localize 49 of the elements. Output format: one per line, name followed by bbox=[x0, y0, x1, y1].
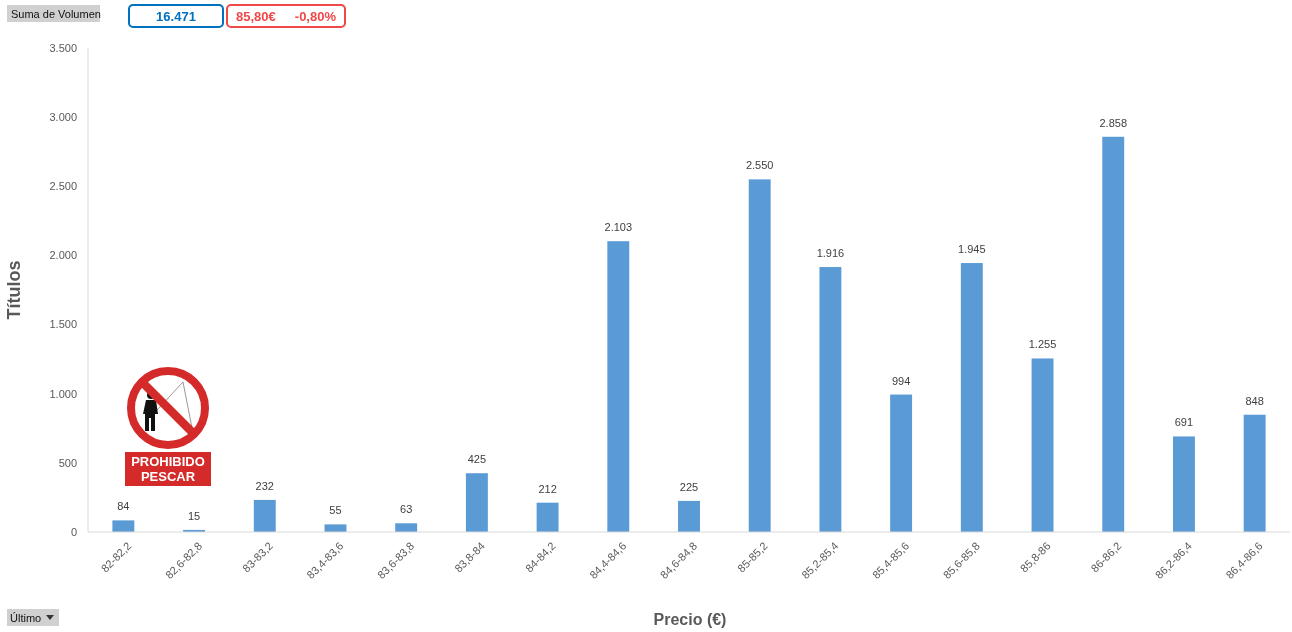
text: Suma de Volumen bbox=[11, 8, 101, 20]
bar bbox=[748, 179, 771, 532]
data-label: 63 bbox=[400, 503, 413, 516]
y-tick-label: 0 bbox=[70, 525, 77, 538]
bar bbox=[1031, 358, 1054, 532]
bar bbox=[890, 394, 913, 532]
y-tick-label: 2.500 bbox=[49, 180, 77, 193]
data-label: 1.916 bbox=[816, 247, 845, 260]
data-label: 84 bbox=[117, 500, 130, 513]
data-label: 425 bbox=[467, 453, 487, 466]
bar bbox=[1102, 136, 1125, 532]
data-label: 212 bbox=[538, 482, 557, 495]
data-label: 2.103 bbox=[604, 221, 633, 234]
bar bbox=[607, 241, 630, 532]
data-label: 994 bbox=[891, 374, 911, 387]
bar bbox=[960, 263, 983, 532]
bar bbox=[465, 473, 488, 532]
y-tick-label: 2.000 bbox=[49, 249, 77, 262]
data-label: 1.255 bbox=[1028, 338, 1057, 351]
bar bbox=[112, 520, 135, 532]
bar bbox=[819, 267, 842, 532]
text: Último bbox=[10, 612, 42, 624]
bar bbox=[253, 499, 276, 532]
y-tick-label: 1.500 bbox=[49, 318, 77, 331]
y-tick-label: 500 bbox=[58, 456, 77, 469]
data-label: 691 bbox=[1174, 416, 1194, 429]
data-label: 15 bbox=[187, 509, 201, 522]
text: 16.471 bbox=[156, 9, 196, 24]
bar bbox=[536, 502, 559, 532]
data-label: 2.858 bbox=[1099, 116, 1127, 129]
bar bbox=[678, 500, 700, 532]
text: -0,80% bbox=[294, 9, 337, 24]
y-tick-label: 1.000 bbox=[49, 387, 77, 400]
data-label: 1.945 bbox=[958, 243, 986, 256]
data-label: 848 bbox=[1245, 394, 1264, 407]
no-fishing-sign: PROHIBIDO PESCAR bbox=[125, 367, 211, 486]
y-tick-label: 3.500 bbox=[49, 41, 77, 54]
bar bbox=[395, 523, 418, 532]
annotation: PROHIBIDO PESCAR bbox=[131, 454, 205, 484]
y-axis-title: Títulos bbox=[4, 260, 24, 320]
bar bbox=[1172, 436, 1195, 532]
x-axis-title: Precio (€) bbox=[653, 611, 727, 628]
data-label: 2.550 bbox=[745, 159, 774, 172]
data-label: 232 bbox=[255, 479, 274, 492]
data-label: 225 bbox=[679, 480, 699, 493]
y-tick-label: 3.000 bbox=[49, 110, 77, 123]
text: 85,80€ bbox=[236, 9, 276, 24]
data-label: 55 bbox=[329, 504, 342, 517]
bar bbox=[1243, 414, 1266, 532]
